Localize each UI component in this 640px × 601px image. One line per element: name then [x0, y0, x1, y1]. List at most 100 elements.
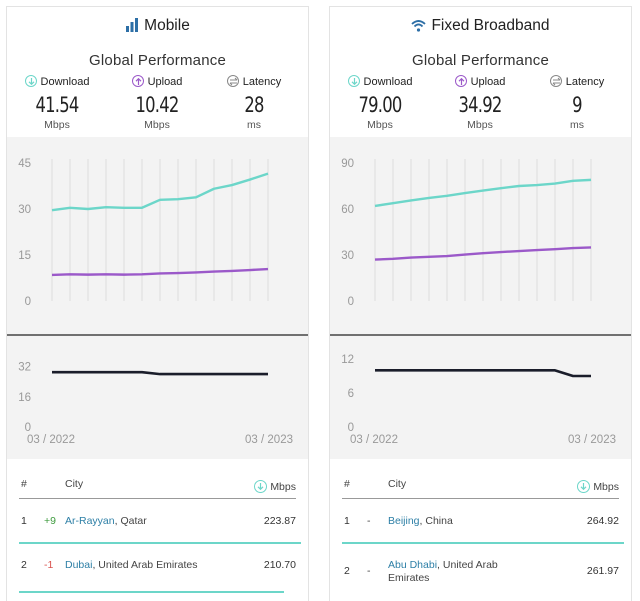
- y-tick-label: 90: [341, 158, 354, 170]
- row-bar: [19, 542, 301, 544]
- y-tick-label: 12: [341, 354, 354, 366]
- row-rank: 2: [21, 559, 27, 571]
- y-tick-label: 0: [25, 296, 31, 308]
- wifi-icon: [411, 19, 427, 37]
- signal-bars-icon: [125, 18, 139, 37]
- col-unit-header: Mbps: [577, 480, 619, 493]
- metric-upload: Upload 10.42 Mbps: [107, 75, 207, 135]
- row-rank: 1: [21, 515, 27, 527]
- metric-value: 34.92: [458, 93, 503, 117]
- upload-series-line: [374, 246, 592, 261]
- upload-arrow-icon: [131, 75, 144, 87]
- col-unit-label: Mbps: [593, 480, 619, 493]
- metric-label: Download: [40, 76, 90, 88]
- download-arrow-icon: [254, 480, 268, 493]
- metric-value: 79.00: [358, 93, 403, 117]
- row-value: 210.70: [263, 559, 296, 571]
- table-header-divider: [19, 498, 296, 499]
- metric-unit: Mbps: [44, 119, 70, 131]
- mobile-chart: 0 15 30 45 0 16 32 03 / 2022 03 / 2023: [7, 158, 308, 446]
- download-arrow-icon: [24, 75, 37, 87]
- col-city-header: City: [388, 478, 407, 490]
- fixed-broadband-panel: Fixed Broadband Global Performance Downl…: [329, 6, 632, 601]
- download-series-line: [51, 172, 269, 212]
- metric-unit: ms: [570, 119, 584, 131]
- y-tick-label: 60: [341, 204, 354, 216]
- row-rank-change: -1: [44, 559, 54, 571]
- x-tick-label: 03 / 2023: [568, 434, 616, 446]
- city-link[interactable]: Abu Dhabi: [388, 559, 438, 571]
- row-rank: 1: [344, 515, 350, 527]
- table-header-divider: [342, 498, 619, 499]
- y-tick-label: 45: [18, 158, 31, 170]
- fixed-broadband-chart: 0 30 60 90 0 6 12 03 / 2022 03 / 2023: [330, 158, 631, 446]
- row-rank-change: -: [367, 515, 371, 527]
- y-tick-label: 0: [348, 296, 354, 308]
- row-rank-change: -: [367, 565, 371, 577]
- col-rank-header: #: [21, 478, 27, 490]
- download-arrow-icon: [577, 480, 591, 493]
- col-unit-header: Mbps: [254, 480, 296, 493]
- download-arrow-icon: [347, 75, 360, 87]
- y-tick-label: 30: [341, 250, 354, 262]
- row-value: 223.87: [263, 515, 296, 527]
- metric-unit: ms: [247, 119, 261, 131]
- row-value: 264.92: [586, 515, 619, 527]
- y-tick-label: 0: [348, 422, 354, 434]
- y-tick-label: 30: [18, 204, 31, 216]
- upload-arrow-icon: [454, 75, 467, 87]
- metric-value: 9: [572, 93, 582, 117]
- x-tick-label: 03 / 2022: [350, 434, 398, 446]
- latency-series-line: [52, 370, 268, 376]
- y-tick-label: 6: [348, 388, 354, 400]
- country-name: Qatar: [120, 515, 147, 527]
- table-header: # City Mbps: [330, 463, 631, 505]
- col-rank-header: #: [344, 478, 350, 490]
- panel-subtitle: Global Performance: [89, 52, 226, 69]
- col-city-header: City: [65, 478, 84, 490]
- upload-series-line: [51, 267, 269, 277]
- country-name: China: [425, 515, 453, 527]
- chart-background: [7, 137, 308, 459]
- y-tick-label: 15: [18, 250, 31, 262]
- row-bar: [19, 591, 284, 593]
- metric-value: 10.42: [135, 93, 180, 117]
- y-tick-label: 0: [25, 422, 31, 434]
- metric-latency: Latency 9 ms: [527, 75, 627, 135]
- metric-upload: Upload 34.92 Mbps: [430, 75, 530, 135]
- metric-label: Upload: [147, 76, 183, 88]
- x-tick-label: 03 / 2022: [27, 434, 75, 446]
- metric-unit: Mbps: [367, 119, 393, 131]
- city-link[interactable]: Dubai: [65, 559, 93, 571]
- y-tick-label: 16: [18, 392, 31, 404]
- panel-title: Fixed Broadband: [330, 17, 631, 37]
- metric-label: Upload: [470, 76, 506, 88]
- mobile-panel: Mobile Global Performance Download 41.54…: [6, 6, 309, 601]
- panel-title: Mobile: [7, 17, 308, 37]
- y-tick-label: 32: [18, 362, 31, 374]
- panel-title-text: Fixed Broadband: [431, 17, 550, 34]
- city-link[interactable]: Beijing: [388, 515, 420, 527]
- latency-arrows-icon: [549, 75, 562, 87]
- table-header: # City Mbps: [7, 463, 308, 505]
- country-name: United Arab Emirates: [98, 559, 198, 571]
- row-rank-change: +9: [44, 515, 56, 527]
- metric-value: 41.54: [35, 93, 80, 117]
- col-unit-label: Mbps: [270, 480, 296, 493]
- metric-latency: Latency 28 ms: [204, 75, 304, 135]
- city-link[interactable]: Ar-Rayyan: [65, 515, 115, 527]
- row-rank: 2: [344, 565, 350, 577]
- x-tick-label: 03 / 2023: [245, 434, 293, 446]
- metric-label: Latency: [242, 76, 282, 88]
- panel-title-text: Mobile: [144, 17, 190, 34]
- row-value: 261.97: [586, 565, 619, 577]
- country-name: United Arab Emirates: [388, 559, 498, 584]
- row-bar: [342, 542, 624, 544]
- download-series-line: [374, 178, 592, 208]
- metric-download: Download 79.00 Mbps: [330, 75, 430, 135]
- metric-unit: Mbps: [467, 119, 493, 131]
- metric-unit: Mbps: [144, 119, 170, 131]
- latency-series-line: [375, 369, 591, 378]
- latency-arrows-icon: [226, 75, 239, 87]
- panel-subtitle: Global Performance: [412, 52, 549, 69]
